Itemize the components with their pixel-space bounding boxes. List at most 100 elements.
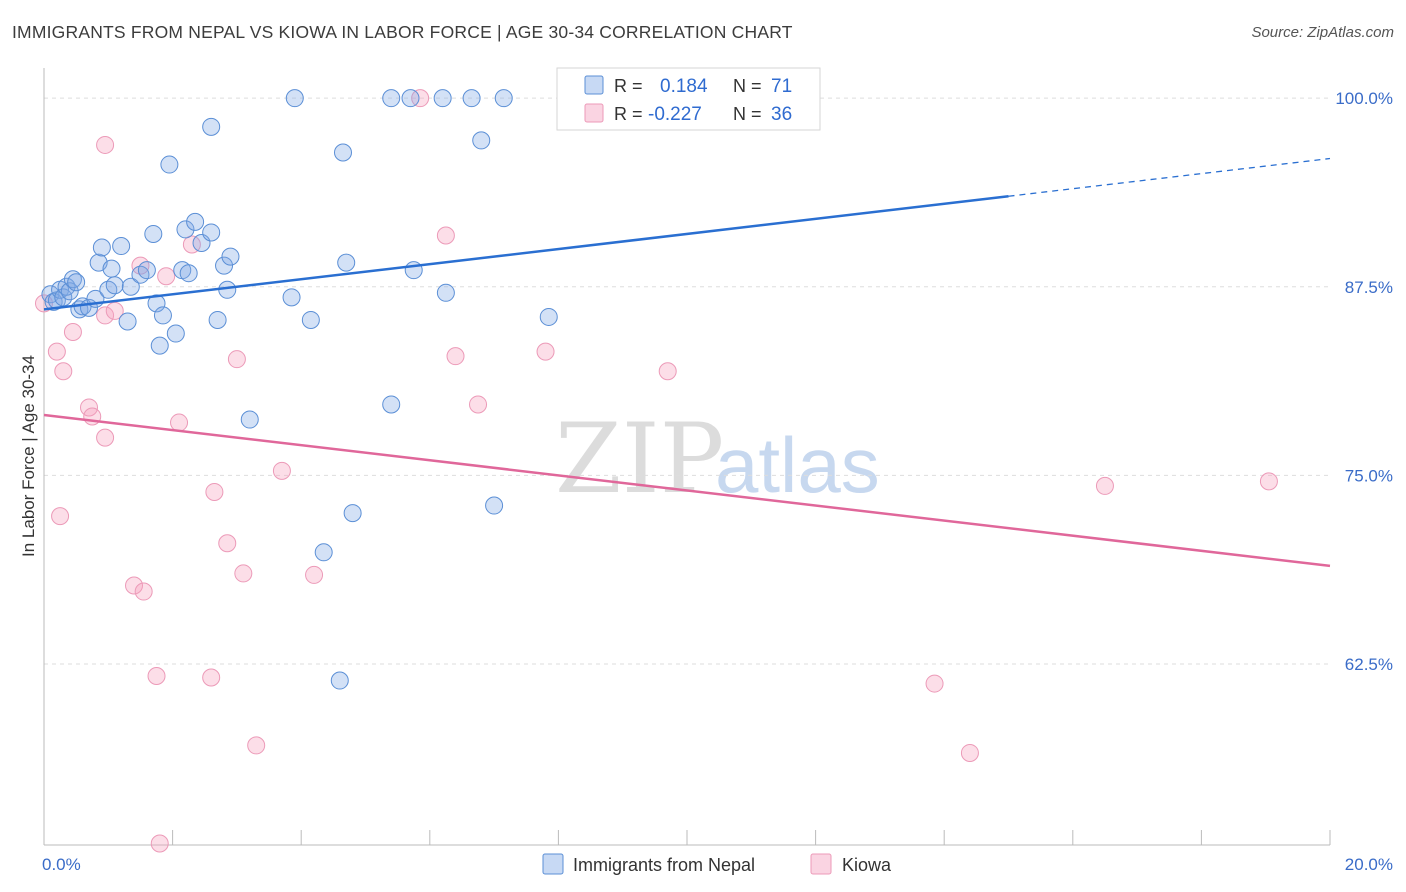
kiowa-point-20 <box>205 482 224 501</box>
nepal-point-22 <box>137 261 156 280</box>
nepal-point-27 <box>160 155 179 174</box>
watermark-atlas: atlas <box>715 421 880 509</box>
y-tick-labels: 100.0% 87.5% 75.0% 62.5% <box>1335 89 1393 674</box>
legend-r-value-kiowa: -0.227 <box>648 104 702 125</box>
nepal-point-25 <box>150 336 169 355</box>
kiowa-point-26 <box>305 565 324 584</box>
kiowa-point-19 <box>202 668 221 687</box>
kiowa-point-27 <box>411 89 430 108</box>
nepal-point-57 <box>485 496 504 515</box>
kiowa-points <box>35 89 1278 853</box>
nepal-point-41 <box>282 288 301 307</box>
nepal-point-32 <box>186 212 205 231</box>
series-legend-swatch-nepal <box>542 853 564 875</box>
nepal-point-47 <box>337 253 356 272</box>
kiowa-point-15 <box>150 834 169 853</box>
nepal-point-19 <box>118 312 137 331</box>
x-ticks <box>43 830 1331 845</box>
nepal-point-15 <box>99 280 118 299</box>
nepal-point-6 <box>60 282 79 301</box>
kiowa-point-7 <box>96 135 115 154</box>
nepal-point-44 <box>314 543 333 562</box>
kiowa-point-35 <box>1095 476 1114 495</box>
series-legend-swatch-kiowa <box>810 853 832 875</box>
nepal-point-56 <box>472 131 491 150</box>
nepal-point-48 <box>343 504 362 523</box>
legend-swatch-nepal <box>584 75 604 95</box>
series-legend-label-nepal: Immigrants from Nepal <box>573 855 755 875</box>
kiowa-point-25 <box>272 461 291 480</box>
watermark-zip: ZIP <box>555 403 724 515</box>
nepal-point-36 <box>208 310 227 329</box>
nepal-point-14 <box>92 238 111 257</box>
legend-swatch-kiowa <box>584 103 604 123</box>
nepal-point-54 <box>436 283 455 302</box>
x-tick-label-max: 20.0% <box>1345 855 1393 874</box>
nepal-point-43 <box>301 310 320 329</box>
kiowa-trend-line <box>43 413 1331 568</box>
legend-r-value-nepal: 0.184 <box>660 76 708 97</box>
legend-r-label-nepal: R = <box>614 76 643 96</box>
nepal-point-45 <box>330 671 349 690</box>
kiowa-point-18 <box>182 235 201 254</box>
kiowa-point-17 <box>170 413 189 432</box>
kiowa-point-4 <box>63 323 82 342</box>
nepal-point-31 <box>179 264 198 283</box>
kiowa-point-31 <box>536 342 555 361</box>
y-axis-label: In Labor Force | Age 30-34 <box>19 355 38 557</box>
series-legend: Immigrants from Nepal Kiowa <box>542 853 892 875</box>
kiowa-point-29 <box>446 347 465 366</box>
kiowa-point-24 <box>247 736 266 755</box>
legend-n-label-kiowa: N = <box>733 104 762 124</box>
y-tick-label-2: 75.0% <box>1345 466 1393 485</box>
nepal-point-21 <box>131 265 150 284</box>
kiowa-point-13 <box>134 582 153 601</box>
legend: R = 0.184 N = 71 R = -0.227 N = 36 <box>556 67 821 131</box>
chart-title: IMMIGRANTS FROM NEPAL VS KIOWA IN LABOR … <box>12 22 793 42</box>
kiowa-point-10 <box>105 301 124 320</box>
nepal-point-35 <box>202 117 221 136</box>
kiowa-point-23 <box>234 564 253 583</box>
nepal-point-49 <box>382 395 401 414</box>
nepal-point-42 <box>285 89 304 108</box>
series-legend-label-kiowa: Kiowa <box>842 855 892 875</box>
nepal-point-17 <box>105 276 124 295</box>
kiowa-point-34 <box>960 743 979 762</box>
kiowa-point-8 <box>96 428 115 447</box>
kiowa-point-33 <box>925 674 944 693</box>
trend-lines <box>43 157 1331 568</box>
y-tick-label-0: 100.0% <box>1335 89 1393 108</box>
kiowa-point-16 <box>157 267 176 286</box>
kiowa-point-21 <box>218 534 237 553</box>
nepal-point-23 <box>144 224 163 243</box>
nepal-point-18 <box>112 237 131 256</box>
watermark: ZIP atlas <box>555 403 880 515</box>
y-tick-label-3: 62.5% <box>1345 655 1393 674</box>
nepal-point-59 <box>539 307 558 326</box>
kiowa-point-36 <box>1259 472 1278 491</box>
nepal-point-39 <box>221 247 240 266</box>
kiowa-point-32 <box>658 362 677 381</box>
nepal-point-8 <box>67 273 86 292</box>
nepal-point-20 <box>121 277 140 296</box>
kiowa-point-30 <box>469 395 488 414</box>
legend-frame <box>556 67 821 131</box>
nepal-point-50 <box>382 89 401 108</box>
nepal-trend-extension <box>1008 157 1331 197</box>
nepal-points <box>41 89 806 690</box>
nepal-trend-line <box>43 195 1009 311</box>
kiowa-point-11 <box>125 576 144 595</box>
kiowa-point-2 <box>51 507 70 526</box>
nepal-point-46 <box>333 143 352 162</box>
nepal-point-37 <box>215 256 234 275</box>
legend-r-label-kiowa: R = <box>614 104 643 124</box>
nepal-point-40 <box>240 410 259 429</box>
nepal-point-55 <box>462 89 481 108</box>
kiowa-point-3 <box>54 362 73 381</box>
kiowa-point-9 <box>96 306 115 325</box>
nepal-point-26 <box>153 306 172 325</box>
legend-n-value-nepal: 71 <box>771 76 792 97</box>
kiowa-point-22 <box>227 350 246 369</box>
y-tick-label-1: 87.5% <box>1345 278 1393 297</box>
